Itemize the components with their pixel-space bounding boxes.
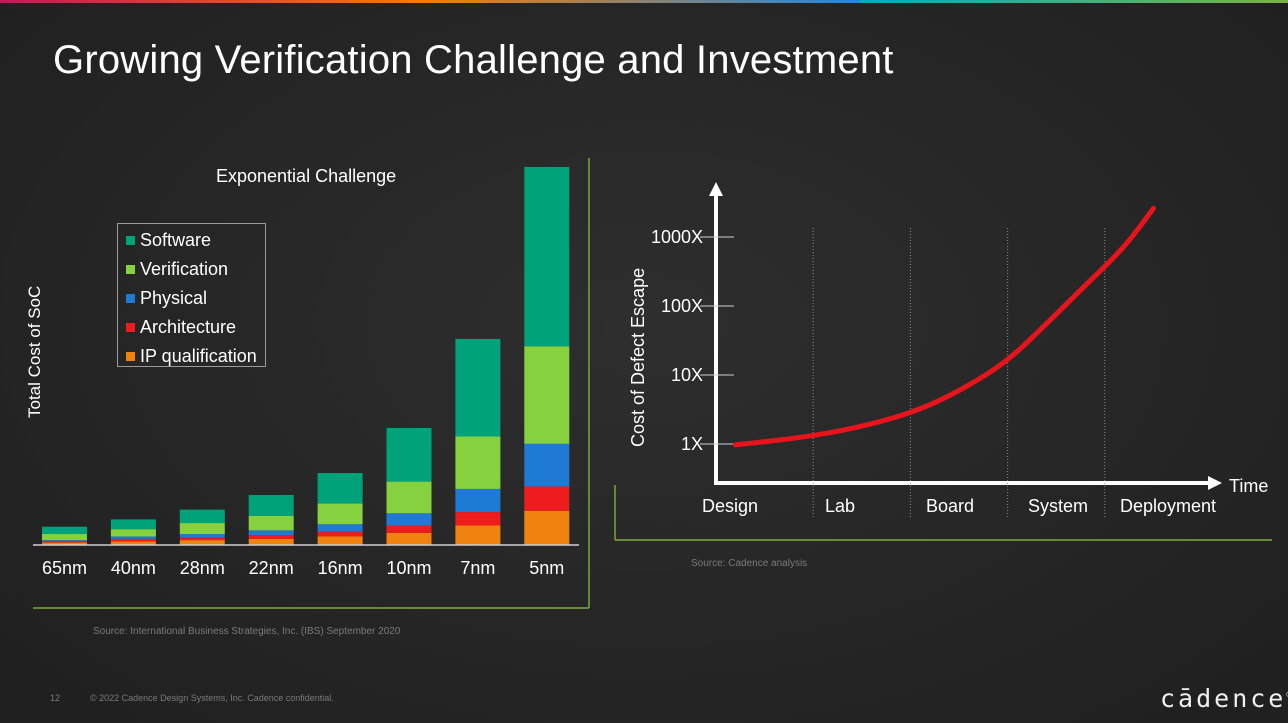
bar-segment [317,473,363,504]
x-tick-label: 65nm [42,558,87,578]
bar-segment [386,481,432,514]
bar-segment [386,532,432,545]
x-phase-label: Deployment [1120,496,1216,516]
legend-label: Architecture [140,317,237,337]
bar-segment [455,512,501,526]
bar-segment [248,515,294,531]
bar-segment [110,541,156,545]
legend-item-ip-qualification: IP qualification [118,342,265,371]
bar-segment [248,535,294,539]
bar-segment [455,436,501,489]
legend-item-verification: Verification [118,255,265,284]
legend-swatch [126,265,135,274]
line-chart-source: Source: Cadence analysis [691,558,808,569]
logo-mark: ® [1286,691,1288,701]
y-tick-label: 1X [681,434,703,454]
x-tick-label: 40nm [111,558,156,578]
bar-segment [248,495,294,516]
bar-segment [42,534,87,541]
bar-segment [179,534,225,538]
bar-segment [110,529,156,537]
top-accent-bar [0,0,1288,3]
bar-segment [386,513,432,526]
bar-segment [317,531,363,537]
bar-segment [524,510,570,545]
y-tick-label: 10X [671,365,703,385]
bar-segment [110,536,156,539]
slide-number: 12 [50,693,61,703]
bar-segment [110,538,156,542]
legend-item-physical: Physical [118,284,265,313]
bar-segment [179,537,225,541]
x-tick-label: 10nm [386,558,431,578]
bar-segment [42,540,87,542]
bar-chart-source: Source: International Business Strategie… [93,626,401,637]
bar-segment [524,486,570,511]
y-axis-arrowhead [709,182,723,196]
bar-segment [42,526,87,535]
y-axis-label: Cost of Defect Escape [628,268,648,447]
x-phase-label: Lab [825,496,855,516]
accent-segment [0,0,430,3]
x-phase-label: System [1028,496,1088,516]
bar-segment [110,519,156,530]
x-axis-arrowhead [1208,476,1222,490]
bar-segment [42,541,87,543]
bar-segment [317,524,363,532]
bar-segment [317,536,363,545]
y-tick-label: 1000X [651,227,703,247]
bar-segment [42,542,87,545]
legend-label: Verification [140,259,229,279]
bar-segment [386,525,432,533]
bar-segment [524,346,570,444]
bar-segment [179,523,225,535]
bar-segment [248,530,294,536]
cadence-logo: cādence® [1160,684,1288,713]
bar-segment [248,538,294,545]
bar-segment [386,427,432,482]
legend-swatch [126,294,135,303]
logo-text: cādence [1160,684,1287,713]
x-tick-label: 22nm [249,558,294,578]
legend-label: Software [140,230,212,250]
x-tick-label: 5nm [529,558,564,578]
legend-item-architecture: Architecture [118,313,265,342]
bar-segment [455,488,501,513]
legend-swatch [126,236,135,245]
y-tick-label: 100X [661,296,703,316]
bar-segment [455,525,501,545]
legend-label: Physical [140,288,208,308]
legend-item-software: Software [118,226,265,255]
bar-segment [455,338,501,437]
x-tick-label: 16nm [318,558,363,578]
accent-segment [430,0,860,3]
bar-segment [179,509,225,524]
page-title: Growing Verification Challenge and Inves… [53,38,894,82]
bar-chart-legend: Software Verification Physical Architect… [117,223,266,367]
legend-label: IP qualification [140,346,257,366]
x-phase-label: Design [702,496,758,516]
bar-segment [524,167,570,347]
bar-segment [524,443,570,487]
bar-segment [179,540,225,545]
x-phase-label: Board [926,496,974,516]
x-tick-label: 28nm [180,558,225,578]
cost-curve-line [732,205,1156,448]
copyright-text: © 2022 Cadence Design Systems, Inc. Cade… [90,693,334,703]
legend-swatch [126,352,135,361]
x-axis-label: Time [1229,476,1268,496]
legend-swatch [126,323,135,332]
accent-segment [860,0,1288,3]
bar-segment [317,503,363,525]
bar-chart-title: Exponential Challenge [216,166,397,186]
x-tick-label: 7nm [460,558,495,578]
